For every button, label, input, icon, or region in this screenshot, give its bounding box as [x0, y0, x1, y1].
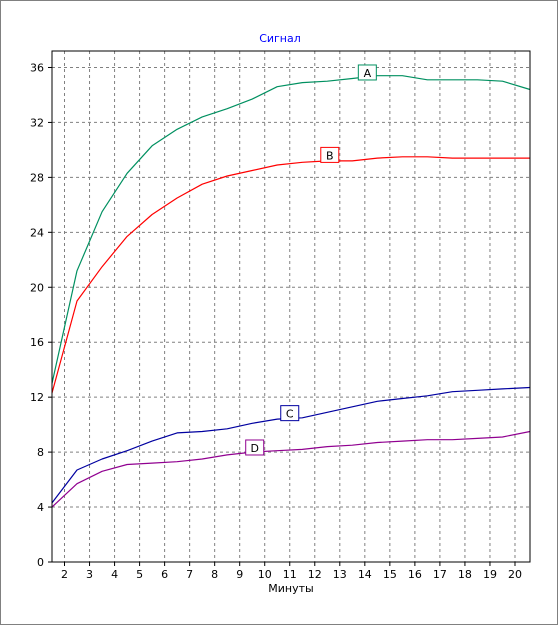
x-axis-ticks: 2 3 4 5 6 7 8 9 10 11 12 13 14 15 16 17 18 19 20	[61, 562, 522, 581]
chart-title: Сигнал	[259, 32, 301, 45]
x-tick-label: 14	[358, 568, 372, 581]
y-tick-label: 4	[37, 501, 44, 514]
series-tag-label-a: A	[364, 67, 372, 80]
x-tick-label: 11	[283, 568, 297, 581]
x-tick-label: 13	[333, 568, 347, 581]
y-axis-ticks: 0 4 8 12 16 20 24 28 32 36	[30, 61, 52, 569]
x-tick-label: 4	[111, 568, 118, 581]
y-tick-label: 28	[30, 171, 44, 184]
x-tick-label: 8	[211, 568, 218, 581]
series-tag-box-b	[320, 146, 340, 163]
x-tick-label: 16	[408, 568, 422, 581]
y-tick-label: 8	[37, 446, 44, 459]
x-tick-label: 19	[483, 568, 497, 581]
series-tag-label-c: C	[286, 408, 294, 421]
x-tick-label: 12	[308, 568, 322, 581]
series-tag-box-d	[245, 439, 265, 456]
series-tag-label-d: D	[250, 442, 258, 455]
y-tick-label: 36	[30, 61, 44, 74]
x-tick-label: 2	[61, 568, 68, 581]
x-tick-label: 18	[458, 568, 472, 581]
series-line-d	[51, 430, 531, 508]
series-tag-label-b: B	[326, 149, 334, 162]
x-tick-label: 3	[86, 568, 93, 581]
x-tick-label: 17	[433, 568, 447, 581]
series-tag-box-a	[357, 64, 377, 81]
y-tick-label: 20	[30, 281, 44, 294]
series-tags: A B C D	[245, 64, 377, 456]
y-tick-label: 16	[30, 336, 44, 349]
x-tick-label: 10	[258, 568, 272, 581]
plot-border	[51, 50, 531, 563]
y-tick-label: 12	[30, 391, 44, 404]
x-tick-label: 20	[508, 568, 522, 581]
x-tick-label: 5	[136, 568, 143, 581]
x-tick-label: 7	[186, 568, 193, 581]
series-line-a	[51, 75, 531, 384]
y-tick-label: 0	[37, 556, 44, 569]
plot-area	[52, 51, 530, 562]
series-line-b	[51, 156, 530, 394]
x-tick-label: 9	[236, 568, 243, 581]
x-tick-label: 6	[161, 568, 168, 581]
series-tag-box-c	[280, 405, 300, 422]
y-tick-label: 32	[30, 116, 44, 129]
grid	[52, 51, 530, 562]
x-tick-label: 15	[383, 568, 397, 581]
x-axis-label: Минуты	[268, 582, 313, 595]
y-tick-label: 24	[30, 226, 44, 239]
